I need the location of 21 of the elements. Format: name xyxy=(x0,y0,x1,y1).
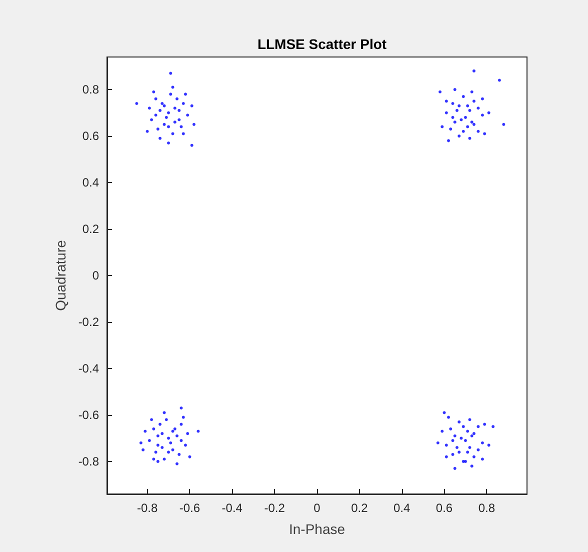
y-axis-title: Quadrature xyxy=(52,240,68,311)
x-tick-label: 0.4 xyxy=(394,501,411,515)
chart-title: LLMSE Scatter Plot xyxy=(257,36,387,52)
x-tick-label: -0.6 xyxy=(179,501,200,515)
x-tick-label: -0.8 xyxy=(136,501,158,515)
x-axis-title: In-Phase xyxy=(288,521,346,537)
y-tick-label: 0.4 xyxy=(82,176,100,190)
x-tick-label: -0.4 xyxy=(222,501,243,515)
x-tick-label: 0.8 xyxy=(478,501,496,515)
y-tick-label: 0.2 xyxy=(82,222,100,236)
x-tick-label: 0.2 xyxy=(351,501,368,515)
y-tick-label: -0.2 xyxy=(78,314,100,329)
y-tick-label: -0.8 xyxy=(78,454,100,468)
x-tick-label: -0.2 xyxy=(264,501,286,515)
y-tick-label: 0.8 xyxy=(82,82,100,97)
x-tick-label: 0 xyxy=(314,501,321,515)
y-tick-label: 0 xyxy=(92,268,100,282)
x-tick-label: 0.6 xyxy=(436,501,453,515)
y-tick-label: 0.6 xyxy=(82,129,100,144)
y-tick-label: -0.4 xyxy=(78,361,100,376)
y-tick-label: -0.6 xyxy=(78,408,100,422)
